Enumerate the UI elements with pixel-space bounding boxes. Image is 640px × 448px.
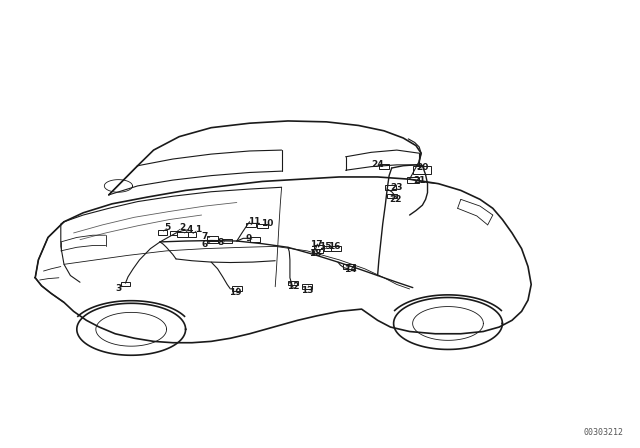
Text: 17: 17: [310, 240, 323, 249]
Bar: [185, 232, 196, 237]
Bar: [158, 230, 167, 235]
Text: 9: 9: [245, 234, 252, 243]
Text: 5: 5: [164, 223, 171, 232]
Bar: [407, 177, 419, 183]
Bar: [343, 264, 355, 269]
Text: 20: 20: [416, 164, 429, 172]
Bar: [323, 246, 333, 251]
Bar: [312, 249, 323, 253]
Text: 18: 18: [308, 249, 321, 258]
Text: 00303212: 00303212: [584, 428, 624, 437]
Text: 23: 23: [390, 183, 403, 192]
Text: 14: 14: [344, 265, 357, 274]
Text: 21: 21: [413, 176, 426, 185]
Text: 11: 11: [248, 217, 261, 226]
Bar: [387, 194, 397, 198]
Text: 12: 12: [287, 282, 300, 291]
Text: 4: 4: [186, 225, 193, 234]
Bar: [232, 286, 242, 291]
Text: 16: 16: [328, 242, 340, 251]
Bar: [314, 245, 324, 250]
Bar: [177, 232, 188, 237]
Text: 2: 2: [179, 223, 186, 232]
Bar: [385, 185, 396, 190]
Text: 19: 19: [229, 288, 242, 297]
Bar: [170, 231, 180, 235]
Text: 13: 13: [301, 286, 314, 295]
Bar: [207, 239, 218, 243]
Text: 24: 24: [371, 160, 384, 169]
Text: 1: 1: [195, 225, 202, 234]
Text: 8: 8: [218, 238, 224, 247]
Text: 7: 7: [202, 232, 208, 241]
Bar: [246, 223, 256, 227]
Bar: [257, 224, 268, 228]
Bar: [288, 281, 298, 285]
Bar: [331, 246, 341, 251]
Bar: [121, 282, 130, 286]
Text: 22: 22: [389, 195, 402, 204]
Bar: [207, 236, 218, 241]
Bar: [302, 284, 312, 289]
Text: 10: 10: [261, 219, 274, 228]
Bar: [413, 166, 431, 174]
Text: 15: 15: [319, 242, 332, 251]
Bar: [379, 164, 389, 169]
Text: 3: 3: [115, 284, 122, 293]
Text: 6: 6: [202, 240, 208, 249]
Bar: [222, 239, 232, 243]
Bar: [250, 237, 260, 242]
